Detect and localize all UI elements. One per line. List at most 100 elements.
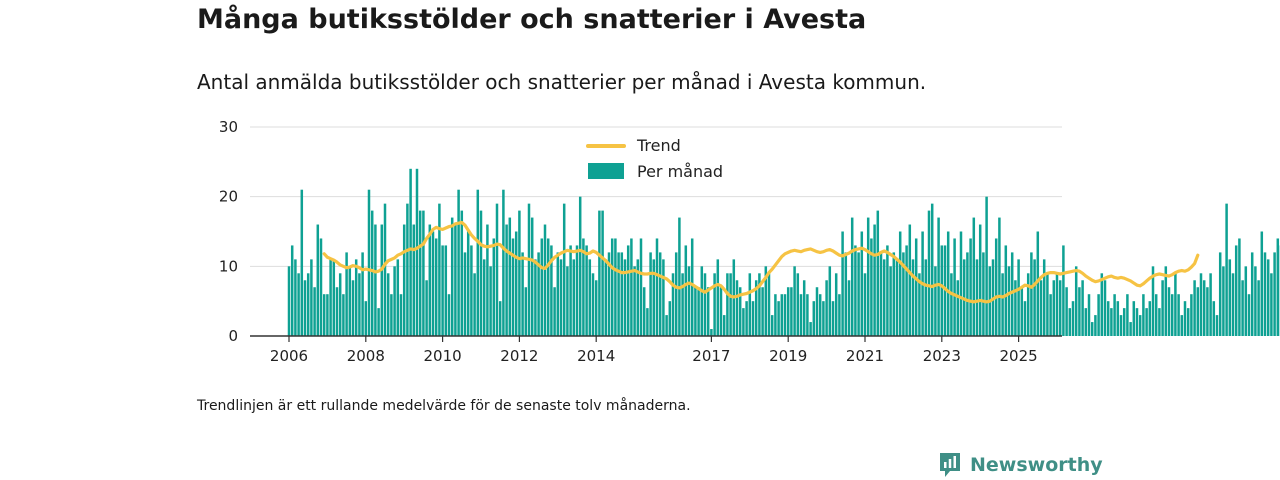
bar (1014, 280, 1017, 336)
bar (1228, 259, 1232, 336)
bar (1055, 273, 1059, 336)
bar (335, 287, 339, 336)
bar (1218, 252, 1222, 336)
x-tick-label: 2014 (577, 347, 615, 365)
bar (1250, 252, 1254, 336)
bar (617, 252, 620, 336)
brand-name: Newsworthy (970, 454, 1103, 476)
bar (342, 294, 345, 336)
bar (1193, 280, 1196, 336)
bar (543, 224, 547, 336)
bar (1103, 280, 1107, 336)
bar (879, 252, 883, 336)
bar (1042, 259, 1046, 336)
bar (566, 266, 569, 336)
bar (783, 294, 787, 336)
bar (1113, 294, 1116, 336)
bar (806, 294, 809, 336)
bar (796, 273, 800, 336)
bar (882, 259, 886, 336)
bar (918, 273, 921, 336)
bar (751, 301, 755, 336)
bar (1087, 294, 1091, 336)
chart-footnote: Trendlinjen är ett rullande medelvärde f… (197, 398, 691, 414)
bar (402, 224, 406, 336)
bar (924, 259, 928, 336)
bar (463, 252, 467, 336)
bar (940, 245, 944, 336)
bar (482, 259, 486, 336)
bar (850, 217, 854, 336)
bar (812, 301, 816, 336)
bar (345, 252, 348, 336)
bar (626, 245, 630, 336)
bar (934, 266, 937, 336)
bar (1036, 231, 1040, 336)
bar (1273, 252, 1276, 336)
bar (866, 217, 870, 336)
bar (860, 231, 864, 336)
bar (412, 224, 416, 336)
bar (1084, 308, 1088, 336)
bar (326, 294, 329, 336)
bar (898, 231, 902, 336)
bar (706, 287, 710, 336)
bar (466, 231, 470, 336)
bar (710, 329, 713, 336)
bar (1231, 273, 1235, 336)
bar (1257, 280, 1260, 336)
bar (716, 259, 720, 336)
bar (383, 203, 387, 336)
bar (1167, 287, 1171, 336)
bar (684, 245, 688, 336)
bar (575, 245, 579, 336)
bar (841, 231, 844, 336)
bar (726, 273, 729, 336)
brand[interactable]: Newsworthy (938, 450, 1103, 480)
bar (665, 315, 668, 336)
trend-line (322, 220, 1200, 304)
bar (374, 224, 377, 336)
bar (1254, 266, 1257, 336)
bar (620, 252, 624, 336)
bar (668, 301, 672, 336)
bar (438, 203, 441, 336)
bar (476, 189, 480, 336)
bar (550, 245, 553, 336)
x-tick-label: 2019 (769, 347, 807, 365)
bar (972, 217, 976, 336)
bar (1241, 280, 1244, 336)
bar (908, 224, 912, 336)
bar (1209, 273, 1212, 336)
bar (674, 252, 678, 336)
bar (396, 259, 400, 336)
bar (754, 280, 758, 336)
bar (431, 231, 435, 336)
bar (927, 210, 931, 336)
bar (364, 301, 368, 336)
bar (722, 315, 726, 336)
bar (604, 259, 608, 336)
bar (892, 252, 896, 336)
bar (742, 308, 745, 336)
bar (290, 245, 294, 336)
bar (591, 273, 595, 336)
bar (822, 301, 825, 336)
bar-series (287, 168, 1280, 336)
bar (614, 238, 617, 336)
bar (780, 294, 784, 336)
bar (1100, 273, 1104, 336)
bar (985, 196, 988, 336)
bar (498, 301, 502, 336)
bar (1110, 308, 1113, 336)
bar (1135, 308, 1139, 336)
legend: Trend Per månad (586, 136, 723, 181)
bar (758, 273, 761, 336)
bar (854, 245, 857, 336)
bar (294, 259, 297, 336)
x-tick-label: 2025 (1000, 347, 1038, 365)
bar (870, 238, 873, 336)
bar (902, 252, 905, 336)
bar (1116, 301, 1120, 336)
bar (553, 287, 556, 336)
